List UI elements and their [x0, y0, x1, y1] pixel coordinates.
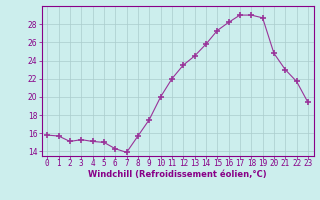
X-axis label: Windchill (Refroidissement éolien,°C): Windchill (Refroidissement éolien,°C): [88, 170, 267, 179]
